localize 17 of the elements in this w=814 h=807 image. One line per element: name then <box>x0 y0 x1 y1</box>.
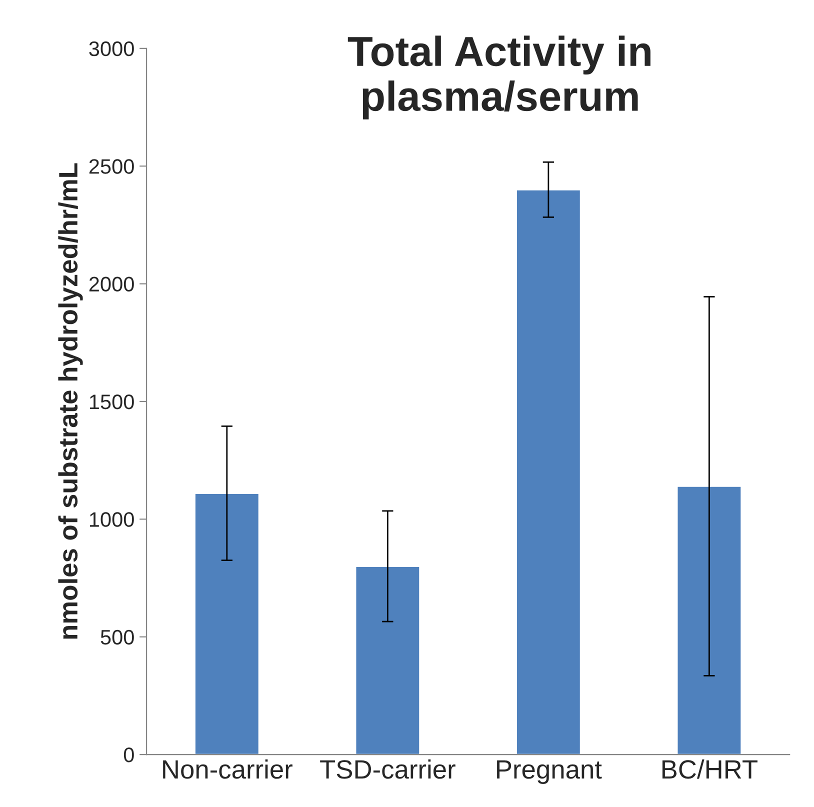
y-tick-label: 2000 <box>89 276 134 292</box>
y-tick-label: 2500 <box>89 159 134 174</box>
y-tick-label: 1500 <box>90 394 134 410</box>
bar <box>516 188 582 755</box>
x-tick-label: BC/HRT <box>662 759 758 779</box>
y-tick-label: 1000 <box>90 512 134 527</box>
x-tick-label: Pregnant <box>497 760 602 784</box>
y-tick-label: 500 <box>100 630 134 645</box>
y-tick-label: 3000 <box>89 41 134 56</box>
bar <box>194 492 260 755</box>
y-axis-title: nmoles of substrate hydrolyzed/hr/mL <box>58 163 83 639</box>
x-tick-label: TSD-carrier <box>320 759 456 779</box>
chart-title: Total Activity in plasma/serum <box>348 36 650 120</box>
bar <box>354 566 421 755</box>
y-tick-label: 0 <box>124 748 134 762</box>
x-tick-label: Non-carrier <box>163 759 292 779</box>
bar <box>676 486 742 755</box>
